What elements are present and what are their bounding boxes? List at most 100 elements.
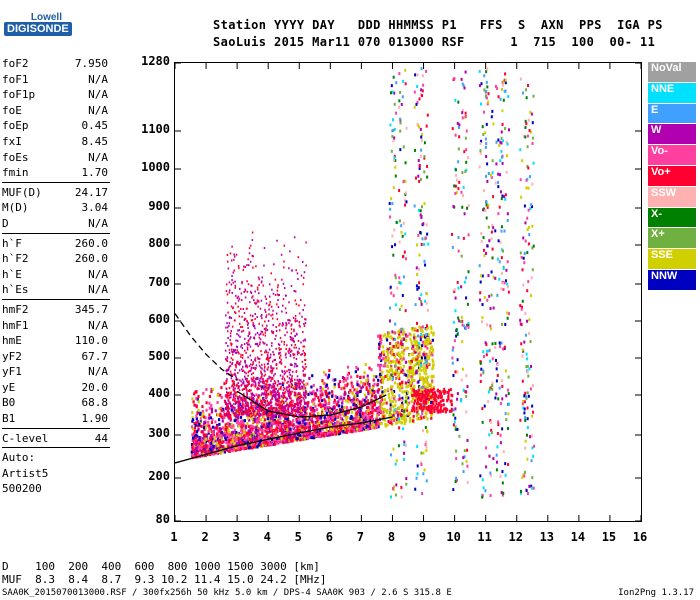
echo-point bbox=[231, 431, 234, 435]
echo-point bbox=[417, 380, 420, 384]
echo-point bbox=[268, 348, 271, 351]
echo-point bbox=[235, 442, 238, 446]
echo-point bbox=[263, 443, 266, 447]
echo-point bbox=[233, 384, 236, 387]
echo-point bbox=[423, 202, 426, 206]
echo-point bbox=[210, 387, 213, 391]
echo-point bbox=[420, 328, 423, 332]
echo-point bbox=[295, 358, 298, 361]
echo-point bbox=[402, 414, 405, 418]
echo-point bbox=[414, 335, 417, 339]
echo-point bbox=[421, 94, 424, 98]
echo-point bbox=[230, 373, 232, 376]
echo-point bbox=[247, 390, 250, 393]
echo-point bbox=[287, 390, 289, 393]
echo-point bbox=[230, 305, 233, 308]
echo-point bbox=[418, 253, 421, 257]
echo-point bbox=[321, 398, 324, 402]
separator bbox=[2, 181, 110, 183]
echo-point bbox=[249, 369, 252, 372]
autoscale-note: Artist5 bbox=[2, 466, 49, 480]
echo-point bbox=[235, 294, 237, 297]
echo-point bbox=[403, 373, 406, 377]
echo-point bbox=[244, 377, 247, 380]
echo-point bbox=[425, 448, 428, 452]
echo-point bbox=[265, 314, 268, 317]
echo-point bbox=[239, 406, 241, 409]
echo-point bbox=[271, 368, 274, 371]
echo-point bbox=[332, 415, 335, 419]
echo-point bbox=[300, 341, 302, 344]
echo-point bbox=[315, 424, 318, 428]
ionogram-plot[interactable] bbox=[174, 62, 642, 522]
echo-point bbox=[382, 410, 385, 414]
echo-point bbox=[268, 426, 271, 430]
echo-point bbox=[319, 385, 322, 389]
echo-point bbox=[303, 414, 305, 417]
param-value: N/A bbox=[88, 365, 108, 379]
echo-point bbox=[377, 422, 380, 426]
echo-point bbox=[196, 422, 199, 426]
echo-point bbox=[400, 345, 403, 349]
echo-point bbox=[395, 421, 398, 425]
echo-point bbox=[234, 387, 236, 390]
echo-point bbox=[389, 285, 392, 289]
echo-point bbox=[233, 390, 236, 393]
echo-point bbox=[270, 437, 274, 441]
echo-point bbox=[274, 387, 277, 390]
echo-point bbox=[270, 441, 274, 445]
echo-point bbox=[422, 222, 425, 226]
echo-point bbox=[322, 434, 326, 438]
echo-point bbox=[426, 386, 429, 390]
echo-point bbox=[426, 346, 429, 350]
echo-point bbox=[229, 416, 232, 420]
echo-point bbox=[370, 403, 373, 407]
echo-point bbox=[247, 403, 249, 406]
echo-point bbox=[204, 454, 207, 458]
echo-point bbox=[243, 434, 246, 438]
echo-point bbox=[294, 394, 297, 397]
echo-point bbox=[263, 408, 266, 412]
echo-point bbox=[332, 378, 336, 382]
echo-point bbox=[344, 378, 348, 382]
echo-point bbox=[352, 397, 355, 401]
echo-point bbox=[389, 306, 392, 310]
echo-point bbox=[264, 386, 266, 389]
echo-point bbox=[296, 416, 299, 420]
echo-point bbox=[393, 395, 396, 399]
echo-point bbox=[251, 437, 254, 441]
echo-point bbox=[199, 446, 202, 450]
echo-point bbox=[226, 394, 228, 397]
echo-point bbox=[308, 376, 311, 380]
echo-point bbox=[263, 392, 266, 395]
echo-point bbox=[291, 374, 293, 377]
echo-point bbox=[323, 420, 326, 424]
echo-point bbox=[284, 414, 286, 417]
param-name: MUF(D) bbox=[2, 185, 42, 199]
echo-point bbox=[278, 406, 280, 409]
echo-point bbox=[391, 377, 394, 381]
echo-point bbox=[248, 365, 251, 368]
echo-point bbox=[250, 359, 253, 362]
echo-point bbox=[254, 414, 256, 417]
echo-point bbox=[251, 414, 254, 417]
echo-point bbox=[231, 385, 233, 388]
echo-point bbox=[306, 422, 309, 426]
echo-point bbox=[244, 266, 247, 269]
echo-point bbox=[274, 414, 276, 417]
echo-point bbox=[331, 428, 334, 432]
echo-point bbox=[301, 418, 304, 422]
echo-point bbox=[319, 415, 323, 419]
echo-point bbox=[265, 349, 267, 352]
echo-point bbox=[265, 358, 268, 361]
echo-point bbox=[252, 255, 255, 258]
echo-point bbox=[270, 379, 272, 382]
echo-point bbox=[277, 440, 280, 444]
echo-point bbox=[243, 436, 246, 440]
echo-point bbox=[429, 341, 432, 345]
ionogram-svg bbox=[174, 62, 642, 522]
echo-point bbox=[411, 396, 414, 400]
echo-point bbox=[421, 340, 425, 344]
echo-point bbox=[234, 312, 237, 315]
echo-point bbox=[204, 433, 208, 437]
